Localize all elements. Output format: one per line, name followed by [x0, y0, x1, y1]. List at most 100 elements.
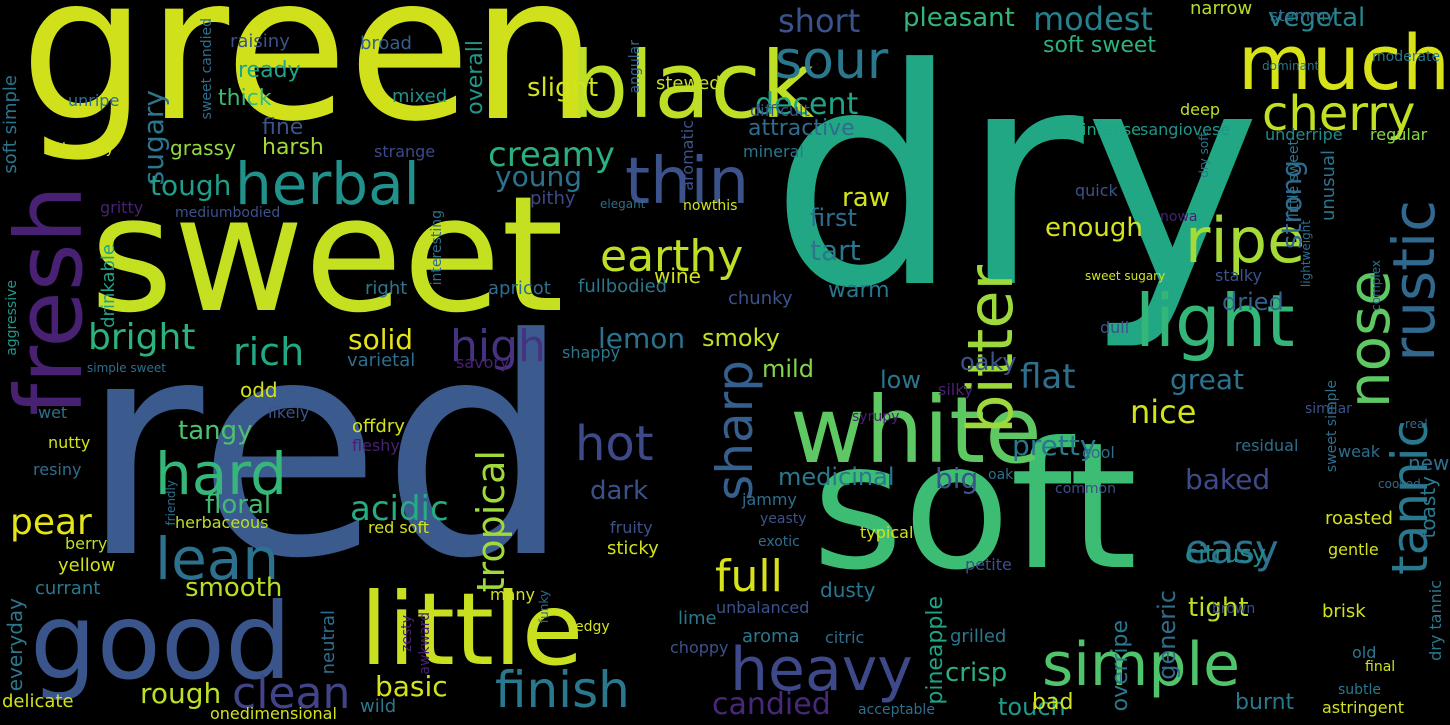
word-citric: citric: [825, 628, 865, 647]
word-angular: angular: [627, 40, 643, 94]
word-savory: savory: [456, 353, 510, 372]
word-regular: regular: [1370, 125, 1428, 144]
word-petite: petite: [965, 555, 1012, 574]
word-mild: mild: [762, 355, 814, 383]
word-young: young: [495, 160, 582, 193]
word-quick: quick: [1075, 181, 1118, 200]
word-fine: fine: [262, 115, 304, 140]
word-dominant: dominant: [1262, 59, 1320, 73]
word-pretty: pretty: [1012, 429, 1097, 462]
word-simple-sweet: simple sweet: [87, 361, 166, 375]
word-little: little: [360, 571, 584, 688]
word-deep: deep: [1180, 100, 1220, 119]
word-wet: wet: [38, 403, 68, 422]
word-ripe: ripe: [1185, 204, 1306, 277]
word-soft-simple: soft simple: [0, 75, 21, 174]
word-harsh: harsh: [262, 135, 324, 160]
word-nutty: nutty: [48, 433, 91, 452]
word-mediumbodied: mediumbodied: [175, 205, 281, 221]
word-cooked: cooked: [1378, 477, 1421, 491]
word-fullbodied: fullbodied: [578, 276, 668, 297]
word-yeasty: yeasty: [760, 511, 807, 527]
word-funky: funky: [537, 590, 551, 624]
word-apricot: apricot: [488, 278, 551, 299]
word-resiny: resiny: [33, 460, 82, 479]
word-pithy: pithy: [530, 188, 576, 209]
word-complex: complex: [1369, 260, 1383, 311]
word-many: many: [490, 585, 535, 604]
word-mixed: mixed: [392, 86, 448, 107]
word-dry: dry: [770, 5, 1262, 354]
word-sweet-sugary: sweet sugary: [1085, 269, 1166, 283]
word-new: new: [1408, 451, 1450, 475]
word-jammy: jammy: [742, 490, 797, 509]
word-dull: dull: [1100, 318, 1130, 337]
word-earthy: earthy: [600, 231, 744, 282]
word-real: real: [1405, 417, 1428, 431]
word-soft: soft: [812, 406, 1138, 609]
word-sweet-simple: sweet simple: [1324, 380, 1340, 473]
word-lemon: lemon: [598, 322, 686, 355]
word-chunky: chunky: [728, 288, 793, 309]
word-nowthis: nowthis: [683, 198, 738, 214]
word-dark: dark: [590, 476, 649, 506]
word-onedimensional: onedimensional: [210, 704, 337, 723]
word-pear: pear: [10, 502, 92, 543]
word-fruity: fruity: [610, 518, 653, 537]
word-residual: residual: [1235, 436, 1299, 455]
word-lightweight: lightweight: [1299, 220, 1313, 288]
word-first: first: [810, 204, 857, 232]
word-thin: thin: [625, 145, 749, 219]
word-clean: clean: [232, 668, 351, 719]
word-aggressive: aggressive: [4, 280, 20, 356]
word-stewed: stewed: [656, 73, 721, 94]
word-offdry: offdry: [352, 416, 405, 437]
word-unripe: unripe: [68, 91, 120, 110]
word-typical: typical: [860, 523, 914, 542]
word-attractive: attractive: [748, 116, 855, 141]
word-tropical: tropical: [469, 450, 513, 593]
word-similar: similar: [1305, 401, 1352, 417]
word-dried: dried: [1222, 288, 1284, 316]
word-short: short: [778, 2, 861, 40]
word-dry-tannic: dry tannic: [1426, 580, 1445, 661]
word-toasty: toasty: [1416, 476, 1440, 539]
word-floral: floral: [205, 490, 272, 520]
word-nowa: nowa: [1160, 209, 1198, 225]
word-delicate: delicate: [2, 691, 74, 712]
word-slight: slight: [527, 73, 599, 103]
word-lean: lean: [155, 525, 280, 593]
word-oaky: oaky: [960, 348, 1017, 376]
word-candied: candied: [712, 687, 831, 722]
word-everyday: everyday: [3, 598, 27, 692]
word-lime: lime: [678, 608, 717, 629]
word-heavy: heavy: [730, 635, 913, 705]
word-red-soft: red soft: [368, 518, 430, 537]
word-red: red: [80, 275, 572, 624]
word-rough: rough: [140, 677, 222, 710]
word-black: black: [570, 32, 815, 139]
word-hot: hot: [575, 416, 654, 472]
word-berry: berry: [65, 534, 108, 553]
word-edgy: edgy: [575, 619, 610, 635]
word-currant: currant: [35, 578, 101, 599]
word-astringent: astringent: [1322, 698, 1404, 717]
word-soft-sweet: soft sweet: [1043, 33, 1157, 58]
word-bright: bright: [88, 317, 196, 358]
word-drinkable: drinkable: [98, 244, 119, 328]
word-fleshy: fleshy: [352, 436, 400, 455]
word-overall: overall: [463, 40, 488, 115]
word-stemmy: stemmy: [1270, 6, 1336, 25]
word-medicinal: medicinal: [778, 463, 895, 491]
word-wild: wild: [360, 696, 397, 717]
word-difficult: difficult: [750, 101, 810, 120]
word-raisiny: raisiny: [230, 31, 290, 52]
word-warm: warm: [828, 278, 890, 303]
word-zesty: zesty: [399, 615, 415, 653]
word-syrupy: syrupy: [852, 409, 900, 425]
word-wine: wine: [654, 264, 701, 288]
word-thick: thick: [218, 86, 272, 111]
word-sour: sour: [775, 31, 889, 91]
word-easy: easy: [1185, 527, 1279, 573]
